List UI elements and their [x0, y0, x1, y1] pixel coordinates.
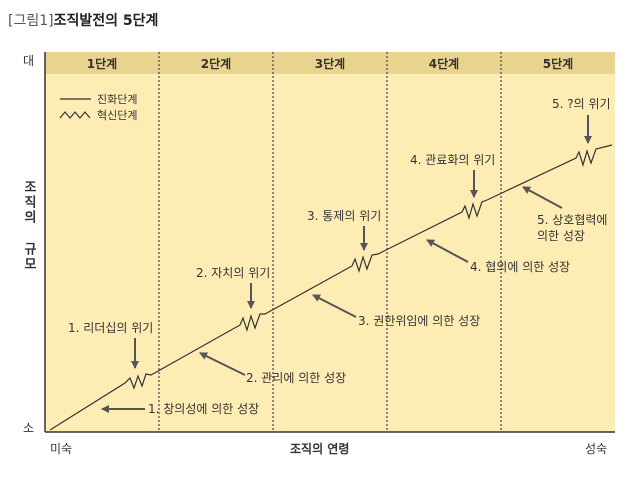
- stage-label-5: 5단계: [543, 56, 573, 71]
- crisis-label-1: 1. 리더십의 위기: [68, 321, 153, 335]
- y-axis-title: 조직의 규모: [21, 180, 36, 272]
- x-axis-max-label: 성숙: [585, 442, 608, 456]
- legend-evolution-label: 진화단계: [97, 93, 137, 106]
- growth-arrow-3: [312, 294, 357, 318]
- x-axis-min-label: 미숙: [50, 442, 73, 456]
- growth-label-3: 3. 권한위임에 의한 성장: [358, 314, 480, 328]
- stage-header-bar: [45, 52, 615, 74]
- stage-label-2: 2단계: [201, 56, 231, 71]
- growth-label-2: 2. 관리에 의한 성장: [246, 371, 346, 385]
- crisis-label-5: 5. ?의 위기: [552, 97, 611, 111]
- growth-arrow-5: [522, 186, 563, 209]
- growth-arrow-4: [426, 239, 469, 263]
- legend-revolution-zigzag: [59, 111, 91, 119]
- growth-label-5a: 5. 상호협력에: [537, 213, 607, 227]
- stage-label-4: 4단계: [429, 56, 459, 71]
- y-axis-max-label: 대: [23, 54, 35, 68]
- crisis-label-2: 2. 자치의 위기: [196, 266, 270, 280]
- figure-heading: 조직발전의 5단계: [53, 13, 159, 29]
- growth-label-1: 1. 창의성에 의한 성장: [148, 402, 259, 416]
- legend-revolution-label: 혁신단계: [97, 109, 137, 122]
- figure-title: [그림1]조직발전의 5단계: [8, 10, 158, 30]
- stage-area: [45, 52, 615, 432]
- x-axis-title: 조직의 연령: [290, 442, 350, 456]
- growth-arrow-2: [199, 352, 246, 376]
- y-axis-min-label: 소: [23, 421, 35, 435]
- crisis-label-3: 3. 통제의 위기: [307, 209, 381, 223]
- crisis-label-4: 4. 관료화의 위기: [410, 153, 495, 167]
- growth-curve: [49, 144, 613, 431]
- stage-label-1: 1단계: [87, 56, 117, 71]
- figure-number: [그림1]: [8, 13, 54, 29]
- stage-label-3: 3단계: [315, 56, 345, 71]
- growth-label-5b: 의한 성장: [537, 229, 585, 243]
- growth-label-4: 4. 협의에 의한 성장: [470, 260, 570, 274]
